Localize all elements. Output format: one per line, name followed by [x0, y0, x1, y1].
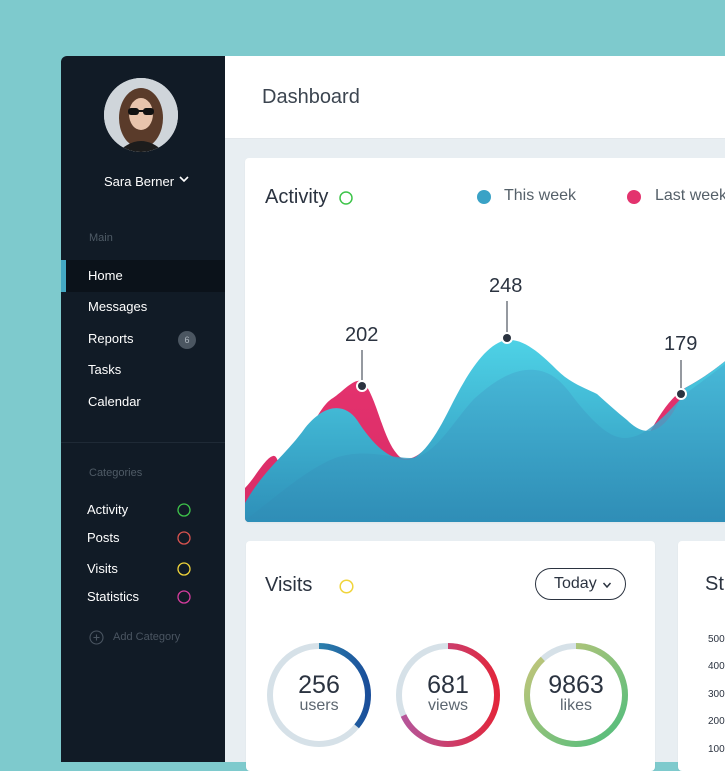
views-arc: [396, 643, 500, 747]
y-tick-label: 200: [708, 716, 725, 727]
category-item-activity[interactable]: Activity: [61, 499, 225, 523]
chevron-down-icon[interactable]: [178, 173, 190, 185]
avatar-image: [104, 78, 178, 152]
category-label: Activity: [87, 502, 129, 517]
page-title: Dashboard: [262, 86, 360, 108]
chevron-down-icon: [602, 582, 612, 589]
circle-icon: [177, 503, 191, 517]
statistics-card: St 500 400 300 200 100: [678, 541, 725, 771]
sidebar-item-label: Messages: [88, 299, 148, 314]
sidebar-item-label: Tasks: [88, 362, 122, 377]
category-item-posts[interactable]: Posts: [61, 527, 225, 551]
reports-count-badge: 6: [178, 331, 196, 349]
category-item-statistics[interactable]: Statistics: [61, 586, 225, 610]
peak-marker: [677, 390, 685, 398]
main-section-label: Main: [89, 232, 113, 244]
views-count: 681: [427, 671, 469, 699]
likes-count: 9863: [548, 671, 604, 699]
circle-icon: [177, 562, 191, 576]
views-donut: 681 views: [394, 641, 502, 749]
add-category-label: Add Category: [113, 631, 181, 643]
y-tick-label: 400: [708, 661, 725, 672]
circle-icon: [339, 579, 354, 594]
y-tick-label: 500: [708, 634, 725, 645]
sidebar-item-label: Home: [88, 268, 123, 283]
category-label: Visits: [87, 561, 118, 576]
period-dropdown[interactable]: Today: [535, 568, 626, 600]
sidebar-item-label: Reports: [88, 331, 134, 346]
activity-title: Activity: [265, 186, 329, 208]
users-ring: [267, 643, 371, 747]
categories-section-label: Categories: [89, 467, 143, 479]
legend-last-week: Last week: [655, 187, 725, 204]
circle-icon: [177, 531, 191, 545]
peak-label: 202: [345, 324, 379, 346]
users-donut: 256 users: [265, 641, 373, 749]
peak-label: 248: [489, 275, 523, 297]
base-area: [245, 363, 725, 522]
users-arc: [267, 643, 371, 747]
sidebar-divider: [61, 442, 225, 443]
statistics-title: St: [705, 573, 724, 595]
sidebar-item-reports[interactable]: Reports 6: [61, 323, 225, 355]
period-value: Today: [554, 575, 597, 592]
visits-title: Visits: [265, 574, 313, 596]
users-label: users: [299, 697, 339, 714]
legend-dot-this-week: [477, 190, 491, 204]
views-label: views: [427, 697, 468, 714]
peak-marker: [503, 334, 511, 342]
visits-card: Visits Today 256 users 681 views: [246, 541, 655, 771]
likes-label: likes: [559, 697, 592, 714]
sidebar-item-label: Calendar: [88, 394, 141, 409]
category-label: Statistics: [87, 589, 140, 604]
likes-ring: [524, 643, 628, 747]
category-item-visits[interactable]: Visits: [61, 558, 225, 582]
add-category-button[interactable]: Add Category: [89, 628, 209, 648]
likes-donut: 9863 likes: [522, 641, 630, 749]
peak-marker: [358, 382, 366, 390]
sidebar-item-tasks[interactable]: Tasks: [61, 354, 225, 386]
activity-card: Activity This week Last week: [245, 158, 725, 522]
sidebar-item-home[interactable]: Home: [61, 260, 225, 292]
y-tick-label: 100: [708, 744, 725, 755]
chart-baseline: [245, 519, 725, 522]
activity-area-chart: [245, 301, 725, 522]
user-name[interactable]: Sara Berner: [104, 174, 175, 189]
sidebar: Sara Berner Main Home Messages Reports 6…: [61, 56, 225, 762]
likes-arc: [524, 643, 628, 747]
circle-icon: [339, 191, 353, 205]
active-indicator: [61, 260, 66, 292]
avatar[interactable]: [104, 78, 178, 152]
sidebar-item-calendar[interactable]: Calendar: [61, 386, 225, 418]
y-tick-label: 300: [708, 689, 725, 700]
legend-this-week: This week: [504, 187, 577, 204]
users-count: 256: [298, 671, 340, 699]
peak-label: 179: [664, 333, 698, 355]
circle-icon: [177, 590, 191, 604]
sidebar-item-messages[interactable]: Messages: [61, 291, 225, 323]
header: Dashboard: [225, 56, 725, 139]
views-ring: [396, 643, 500, 747]
category-label: Posts: [87, 530, 120, 545]
legend-dot-last-week: [627, 190, 641, 204]
plus-circle-icon: [89, 630, 104, 645]
